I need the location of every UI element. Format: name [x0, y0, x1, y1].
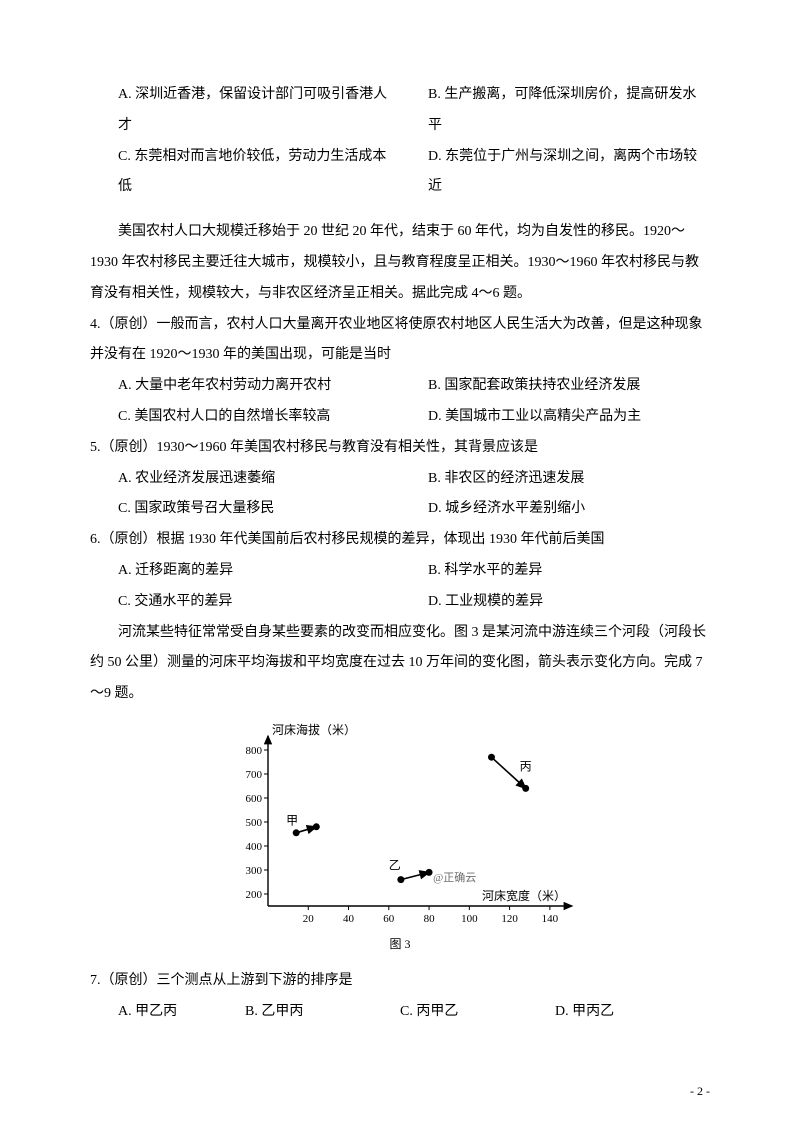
q5-opt-a: A. 农业经济发展迅速萎缩: [90, 464, 400, 495]
svg-text:600: 600: [246, 793, 263, 805]
chart-figure-3: 200 300 400 500 600 700 800 20 40 60 80 100 120 140 河床…: [90, 720, 710, 956]
q6-opt-b: B. 科学水平的差异: [400, 556, 710, 587]
q4-opt-a: A. 大量中老年农村劳动力离开农村: [90, 371, 400, 402]
passage-1: 美国农村人口大规模迁移始于 20 世纪 20 年代，结束于 60 年代，均为自发…: [90, 217, 710, 309]
svg-text:200: 200: [246, 889, 263, 901]
q4-opt-b: B. 国家配套政策扶持农业经济发展: [400, 371, 710, 402]
q3-options: A. 深圳近香港，保留设计部门可吸引香港人才 B. 生产搬离，可降低深圳房价，提…: [90, 80, 710, 142]
q7-stem: 7.（原创）三个测点从上游到下游的排序是: [90, 966, 710, 997]
q5-options: A. 农业经济发展迅速萎缩 B. 非农区的经济迅速发展 C. 国家政策号召大量移…: [90, 464, 710, 526]
q7-opt-b: B. 乙甲丙: [245, 997, 400, 1028]
spacer: [90, 203, 710, 217]
q3-opt-a: A. 深圳近香港，保留设计部门可吸引香港人才: [90, 80, 400, 142]
svg-text:140: 140: [542, 913, 559, 925]
svg-text:图 3: 图 3: [389, 937, 410, 951]
passage-2: 河流某些特征常常受自身某些要素的改变而相应变化。图 3 是某河流中游连续三个河段…: [90, 618, 710, 710]
svg-text:20: 20: [303, 913, 315, 925]
svg-text:河床海拔（米）: 河床海拔（米）: [272, 722, 356, 737]
svg-text:300: 300: [246, 865, 263, 877]
q3-opt-c: C. 东莞相对而言地价较低，劳动力生活成本低: [90, 142, 400, 204]
chart-svg: 200 300 400 500 600 700 800 20 40 60 80 100 120 140 河床…: [220, 720, 580, 956]
q5-stem: 5.（原创）1930～1960 年美国农村移民与教育没有相关性，其背景应该是: [90, 433, 710, 464]
svg-text:40: 40: [343, 913, 355, 925]
svg-text:丙: 丙: [520, 759, 532, 773]
svg-text:500: 500: [246, 817, 263, 829]
q6-opt-a: A. 迁移距离的差异: [90, 556, 400, 587]
q6-stem: 6.（原创）根据 1930 年代美国前后农村移民规模的差异，体现出 1930 年…: [90, 525, 710, 556]
svg-text:60: 60: [383, 913, 395, 925]
svg-text:400: 400: [246, 841, 263, 853]
q4-opt-c: C. 美国农村人口的自然增长率较高: [90, 402, 400, 433]
q5-opt-b: B. 非农区的经济迅速发展: [400, 464, 710, 495]
q3-options-2: C. 东莞相对而言地价较低，劳动力生活成本低 D. 东莞位于广州与深圳之间，离两…: [90, 142, 710, 204]
q3-opt-b: B. 生产搬离，可降低深圳房价，提高研发水平: [400, 80, 710, 142]
q7-opt-c: C. 丙甲乙: [400, 997, 555, 1028]
svg-text:甲: 甲: [286, 813, 298, 827]
svg-text:120: 120: [501, 913, 518, 925]
svg-text:乙: 乙: [389, 858, 401, 872]
q6-options: A. 迁移距离的差异 B. 科学水平的差异 C. 交通水平的差异 D. 工业规模…: [90, 556, 710, 618]
q3-opt-d: D. 东莞位于广州与深圳之间，离两个市场较近: [400, 142, 710, 204]
q4-stem: 4.（原创）一般而言，农村人口大量离开农业地区将使原农村地区人民生活大为改善，但…: [90, 310, 710, 372]
q7-opt-a: A. 甲乙丙: [90, 997, 245, 1028]
q6-opt-c: C. 交通水平的差异: [90, 587, 400, 618]
q5-opt-c: C. 国家政策号召大量移民: [90, 494, 400, 525]
page-number: - 2 -: [690, 1078, 710, 1104]
q4-opt-d: D. 美国城市工业以高精尖产品为主: [400, 402, 710, 433]
q7-opt-d: D. 甲丙乙: [555, 997, 710, 1028]
q7-options: A. 甲乙丙 B. 乙甲丙 C. 丙甲乙 D. 甲丙乙: [90, 997, 710, 1028]
q5-opt-d: D. 城乡经济水平差别缩小: [400, 494, 710, 525]
svg-text:@正确云: @正确云: [433, 871, 476, 884]
page: A. 深圳近香港，保留设计部门可吸引香港人才 B. 生产搬离，可降低深圳房价，提…: [0, 0, 800, 1132]
svg-text:800: 800: [246, 745, 263, 757]
q6-opt-d: D. 工业规模的差异: [400, 587, 710, 618]
q4-options: A. 大量中老年农村劳动力离开农村 B. 国家配套政策扶持农业经济发展 C. 美…: [90, 371, 710, 433]
svg-text:河床宽度（米）: 河床宽度（米）: [482, 888, 566, 903]
svg-text:100: 100: [461, 913, 478, 925]
svg-text:80: 80: [424, 913, 436, 925]
svg-text:700: 700: [246, 769, 263, 781]
